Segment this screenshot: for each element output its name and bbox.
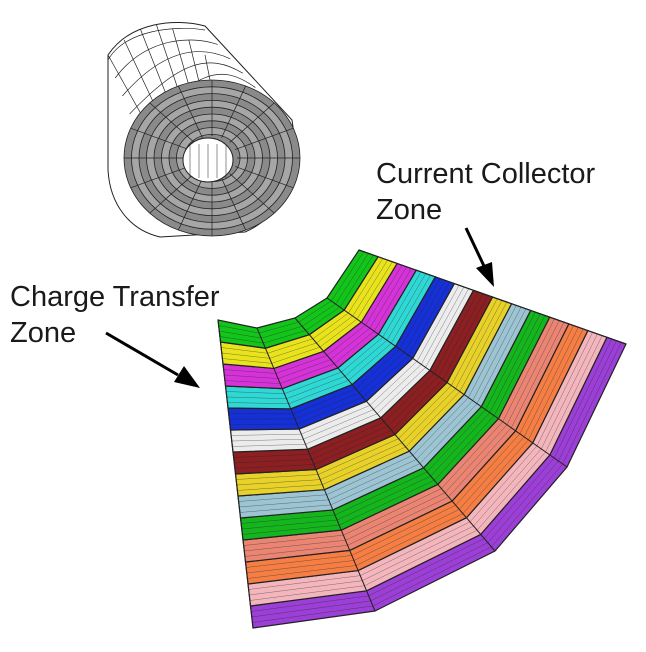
mesh-spoke: [326, 297, 568, 468]
mesh-spoke: [294, 317, 496, 552]
mesh-spoke: [217, 319, 254, 629]
roll-mesh-line: [107, 28, 206, 61]
roll-radial-line: [234, 127, 294, 150]
roll-radial-line: [178, 85, 203, 138]
roll-mesh-line: [122, 51, 231, 97]
roll-mesh-line: [129, 62, 243, 115]
roll-radial-line: [130, 127, 190, 150]
roll-radial-line: [221, 85, 246, 138]
current-collector-label-line1: Current Collector: [376, 158, 596, 190]
roll-radial-line: [234, 166, 294, 189]
sector-mesh-diagram: [217, 249, 627, 629]
mesh-spoke: [256, 327, 376, 612]
roll-radial-line: [149, 173, 195, 214]
roll-radial-line: [178, 178, 203, 231]
roll-radial-line: [221, 178, 246, 231]
roll-mesh-line: [114, 39, 218, 79]
charge-transfer-label-line2: Zone: [10, 317, 76, 349]
roll-radial-line: [229, 173, 275, 214]
current-collector-arrow: [464, 227, 494, 287]
charge-transfer-arrow: [105, 331, 200, 388]
charge-transfer-label-line1: Charge Transfer: [10, 281, 220, 313]
roll-radial-line: [229, 102, 275, 143]
mesh-spoke: [358, 249, 627, 345]
jelly-roll-illustration: [107, 21, 301, 238]
roll-radial-line: [130, 166, 190, 189]
current-collector-label-line2: Zone: [376, 194, 442, 226]
roll-radial-line: [149, 102, 195, 143]
